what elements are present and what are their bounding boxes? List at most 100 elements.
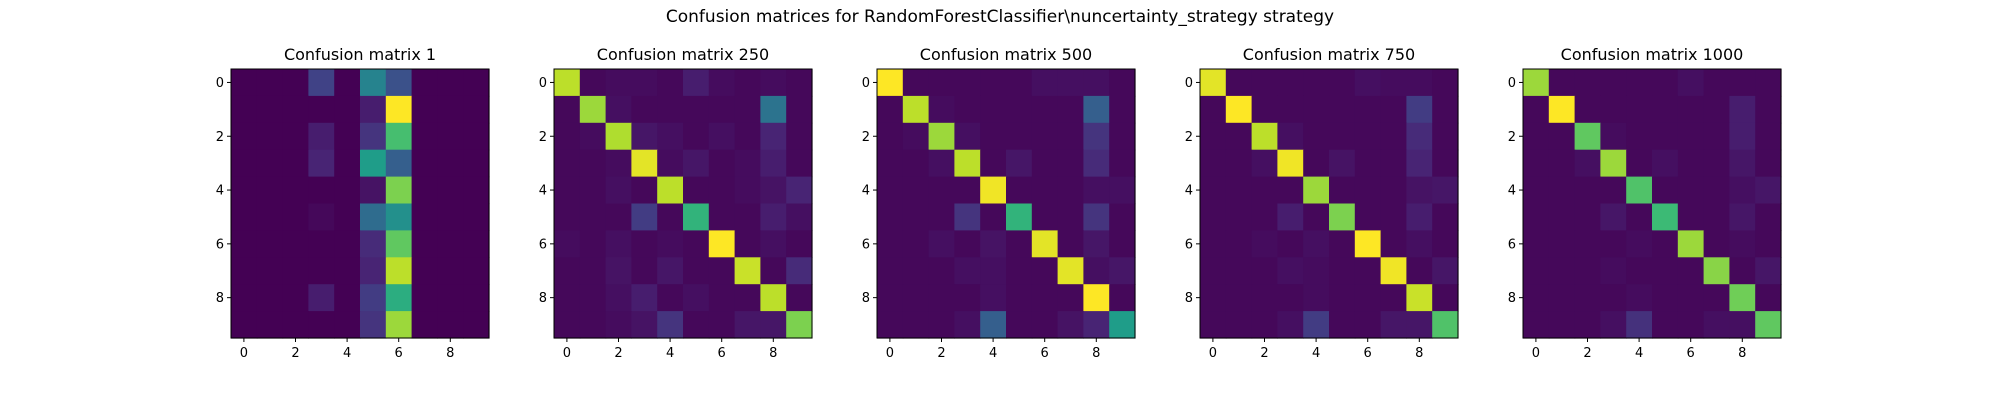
heatmap-cell xyxy=(256,149,284,178)
heatmap-cell xyxy=(1380,230,1407,258)
heatmap-cells xyxy=(877,69,1136,339)
heatmap-cell xyxy=(1626,203,1653,231)
heatmap-cell xyxy=(1109,257,1136,285)
heatmap-cell xyxy=(1354,230,1382,258)
heatmap-cell xyxy=(902,149,930,178)
heatmap-cell xyxy=(360,284,387,312)
heatmap-cell xyxy=(1626,230,1653,258)
heatmap-cell xyxy=(437,122,464,151)
x-tick-label: 8 xyxy=(446,346,454,361)
heatmap-cell xyxy=(605,176,632,205)
heatmap-cell xyxy=(1703,257,1730,285)
heatmap-cell xyxy=(308,149,335,178)
y-tick-label: 0 xyxy=(1508,76,1516,91)
heatmap-cell xyxy=(1200,95,1227,124)
heatmap-cell xyxy=(554,122,581,151)
x-tick-label: 0 xyxy=(563,346,571,361)
heatmap-cell xyxy=(231,203,258,231)
heatmap-cell xyxy=(631,69,658,97)
heatmap-cell xyxy=(786,203,813,231)
heatmap-cell xyxy=(657,230,684,258)
heatmap-cell xyxy=(1406,95,1433,124)
heatmap-cell xyxy=(1406,311,1433,339)
heatmap-cell xyxy=(554,176,581,205)
axis-ticks: 0 2 4 6 8 0 2 4 6 8 xyxy=(539,76,778,361)
heatmap-cell xyxy=(1380,257,1407,285)
heatmap-cell xyxy=(631,122,658,151)
heatmap-cell xyxy=(282,230,309,258)
heatmap-cell xyxy=(877,230,904,258)
heatmap-cell xyxy=(1652,122,1679,151)
y-tick-label: 2 xyxy=(1508,130,1516,145)
panel-title: Confusion matrix 750 xyxy=(1243,45,1415,64)
heatmap-cell xyxy=(334,176,361,205)
heatmap-cell xyxy=(786,69,813,97)
heatmap-cell xyxy=(657,257,684,285)
heatmap-cell xyxy=(1677,203,1705,231)
heatmap-cell xyxy=(579,230,607,258)
y-tick-label: 0 xyxy=(216,76,224,91)
heatmap-cell xyxy=(463,230,490,258)
heatmap-cell xyxy=(1277,95,1304,124)
heatmap-cell xyxy=(1031,284,1059,312)
heatmap-cell xyxy=(708,149,736,178)
y-tick-label: 8 xyxy=(1185,291,1193,306)
heatmap-cell xyxy=(1600,69,1627,97)
heatmap-cell xyxy=(657,69,684,97)
heatmap-cell xyxy=(1329,149,1356,178)
heatmap-cell xyxy=(760,311,787,339)
heatmap-cell xyxy=(877,257,904,285)
panel-title: Confusion matrix 1000 xyxy=(1561,45,1744,64)
heatmap-cell xyxy=(683,230,710,258)
heatmap-cell xyxy=(1652,311,1679,339)
heatmap-cell xyxy=(437,257,464,285)
heatmap-cell xyxy=(554,311,581,339)
y-tick-label: 8 xyxy=(216,291,224,306)
heatmap-cell xyxy=(1432,69,1459,97)
heatmap-cell xyxy=(1006,203,1033,231)
heatmap-cell xyxy=(902,257,930,285)
heatmap-cell xyxy=(1083,149,1110,178)
heatmap-cell xyxy=(1406,122,1433,151)
x-tick-label: 6 xyxy=(395,346,403,361)
heatmap-cell xyxy=(256,69,284,97)
heatmap-cell xyxy=(1755,230,1782,258)
heatmap-cell xyxy=(605,122,632,151)
heatmap-cell xyxy=(631,284,658,312)
heatmap-cell xyxy=(877,311,904,339)
heatmap-cell xyxy=(1574,203,1601,231)
x-tick-label: 8 xyxy=(1738,346,1746,361)
heatmap-cell xyxy=(1523,257,1550,285)
heatmap-cell xyxy=(256,230,284,258)
heatmap-panel-2: Confusion matrix 250 0 2 4 6 8 0 2 4 6 8 xyxy=(539,45,813,361)
heatmap-cell xyxy=(683,69,710,97)
heatmap-cell xyxy=(1703,69,1730,97)
heatmap-cell xyxy=(1380,95,1407,124)
heatmap-cell xyxy=(1225,122,1253,151)
heatmap-cell xyxy=(1083,230,1110,258)
heatmap-cell xyxy=(231,176,258,205)
heatmap-cell xyxy=(1251,95,1278,124)
heatmap-cell xyxy=(605,95,632,124)
axes-frame xyxy=(553,68,813,339)
heatmap-cell xyxy=(1729,122,1756,151)
heatmap-cell xyxy=(877,203,904,231)
heatmap-cell xyxy=(1277,203,1304,231)
heatmap-cell xyxy=(1703,203,1730,231)
heatmap-cell xyxy=(1354,122,1382,151)
heatmap-cell xyxy=(1523,311,1550,339)
heatmap-cell xyxy=(463,69,490,97)
heatmap-cell xyxy=(902,95,930,124)
heatmap-cell xyxy=(1057,69,1084,97)
heatmap-cell xyxy=(1006,69,1033,97)
heatmap-cell xyxy=(734,122,761,151)
heatmap-cell xyxy=(760,257,787,285)
heatmap-cell xyxy=(334,257,361,285)
heatmap-cell xyxy=(1574,257,1601,285)
heatmap-cell xyxy=(463,95,490,124)
heatmap-cell xyxy=(1057,95,1084,124)
heatmap-cell xyxy=(1432,284,1459,312)
heatmap-cell xyxy=(1548,176,1576,205)
heatmap-panel-1: Confusion matrix 1 0 2 4 6 8 0 2 4 6 8 xyxy=(216,45,490,361)
heatmap-cell xyxy=(605,284,632,312)
